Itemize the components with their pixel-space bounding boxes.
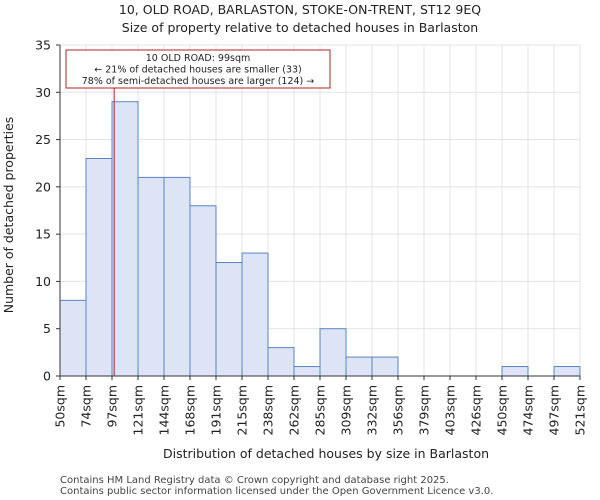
footer-line-1: Contains HM Land Registry data © Crown c…	[60, 475, 449, 486]
bar-262sqm	[293, 366, 321, 377]
y-tick-label-3: 15	[35, 227, 51, 242]
x-tick-label-450sqm: 450sqm	[495, 385, 510, 435]
y-tick-label-1: 5	[43, 321, 51, 336]
y-tick-label-5: 25	[35, 132, 51, 147]
x-tick-label-262sqm: 262sqm	[287, 385, 302, 435]
y-tick-label-7: 35	[35, 38, 51, 53]
annotation-box	[65, 49, 331, 89]
x-tick-labels: 50sqm 74sqm 97sqm 121sqm 144sqm 168sqm 191sqm 2…	[53, 376, 588, 435]
x-tick-label-50sqm: 50sqm	[53, 385, 68, 428]
bar-238sqm	[267, 347, 295, 377]
x-tick-label-168sqm: 168sqm	[183, 385, 198, 435]
bars	[59, 101, 581, 377]
bar-497sqm	[553, 366, 581, 377]
x-tick-label-332sqm: 332sqm	[365, 385, 380, 435]
x-tick-label-521sqm: 521sqm	[573, 385, 588, 435]
bar-191sqm	[215, 262, 243, 377]
x-tick-label-74sqm: 74sqm	[79, 385, 94, 428]
bar-50sqm	[59, 299, 87, 377]
x-tick-label-403sqm: 403sqm	[443, 385, 458, 435]
y-tick-label-6: 30	[35, 85, 51, 100]
bar-74sqm	[85, 157, 113, 377]
bar-144sqm	[163, 176, 191, 377]
x-tick-label-285sqm: 285sqm	[313, 385, 328, 435]
x-tick-label-191sqm: 191sqm	[209, 385, 224, 435]
x-tick-label-356sqm: 356sqm	[391, 385, 406, 435]
x-tick-label-144sqm: 144sqm	[157, 385, 172, 435]
property-marker: 10 OLD ROAD: 99sqm← 21% of detached hous…	[65, 49, 331, 376]
x-tick-label-497sqm: 497sqm	[547, 385, 562, 435]
x-tick-label-97sqm: 97sqm	[105, 385, 120, 428]
x-tick-label-426sqm: 426sqm	[469, 385, 484, 435]
bar-332sqm	[371, 356, 399, 377]
y-tick-label-4: 20	[35, 179, 51, 194]
x-tick-label-121sqm: 121sqm	[131, 385, 146, 435]
x-axis-label: Distribution of detached houses by size …	[163, 446, 489, 461]
chart-title-line-2: Size of property relative to detached ho…	[122, 20, 478, 35]
footer-line-2: Contains public sector information licen…	[60, 486, 493, 497]
y-axis-label: Number of detached properties	[1, 117, 16, 314]
bar-450sqm	[501, 366, 529, 377]
bar-121sqm	[137, 176, 165, 377]
y-tick-label-0: 0	[43, 369, 51, 384]
y-tick-label-2: 10	[35, 274, 51, 289]
x-tick-label-309sqm: 309sqm	[339, 385, 354, 435]
x-tick-label-474sqm: 474sqm	[521, 385, 536, 435]
chart-title-line-1: 10, OLD ROAD, BARLASTON, STOKE-ON-TRENT,…	[119, 2, 481, 17]
bar-309sqm	[345, 356, 373, 377]
bar-97sqm	[111, 101, 139, 377]
bar-215sqm	[241, 252, 269, 377]
bar-168sqm	[189, 205, 217, 377]
annotation-line-1: 10 OLD ROAD: 99sqm	[146, 53, 250, 64]
y-tick-labels: 0 5 10 15 20 25 30 35	[35, 38, 60, 384]
x-tick-label-238sqm: 238sqm	[261, 385, 276, 435]
x-tick-label-379sqm: 379sqm	[417, 385, 432, 435]
annotation-line-2: ← 21% of detached houses are smaller (33…	[94, 65, 301, 76]
x-tick-label-215sqm: 215sqm	[235, 385, 250, 435]
bar-285sqm	[319, 328, 347, 377]
annotation-line-3: 78% of semi-detached houses are larger (…	[82, 76, 315, 87]
